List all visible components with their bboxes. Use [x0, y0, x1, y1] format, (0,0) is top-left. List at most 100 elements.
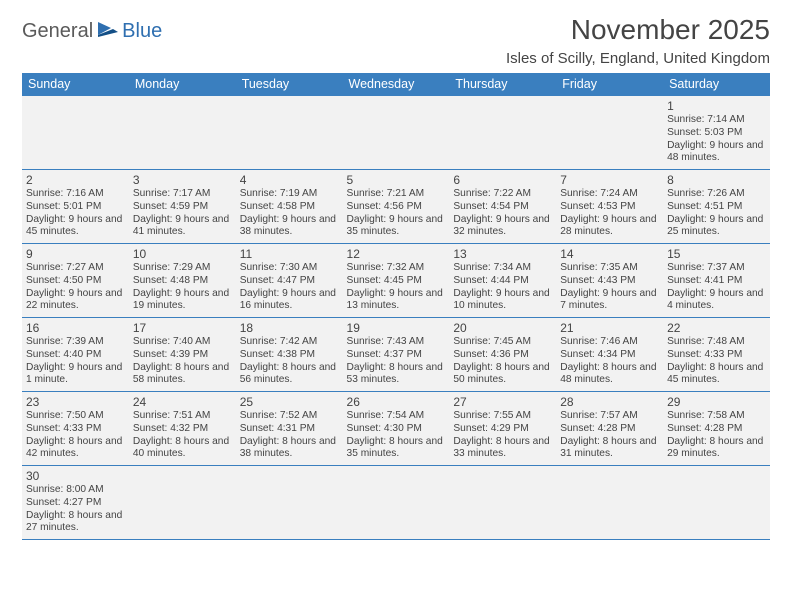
daylight-text: Daylight: 8 hours and 27 minutes. — [26, 510, 125, 536]
day-number: 19 — [347, 321, 446, 335]
day-info: Sunrise: 7:52 AMSunset: 4:31 PMDaylight:… — [240, 410, 339, 461]
day-number: 16 — [26, 321, 125, 335]
sunset-text: Sunset: 4:31 PM — [240, 423, 339, 436]
sunrise-text: Sunrise: 7:21 AM — [347, 188, 446, 201]
calendar-week-row: 2Sunrise: 7:16 AMSunset: 5:01 PMDaylight… — [22, 170, 770, 244]
day-number: 22 — [667, 321, 766, 335]
sunrise-text: Sunrise: 8:00 AM — [26, 484, 125, 497]
day-info: Sunrise: 7:55 AMSunset: 4:29 PMDaylight:… — [453, 410, 552, 461]
calendar-week-row: 16Sunrise: 7:39 AMSunset: 4:40 PMDayligh… — [22, 318, 770, 392]
day-number: 11 — [240, 247, 339, 261]
day-info: Sunrise: 7:58 AMSunset: 4:28 PMDaylight:… — [667, 410, 766, 461]
month-title: November 2025 — [506, 14, 770, 46]
calendar-day-cell: 29Sunrise: 7:58 AMSunset: 4:28 PMDayligh… — [663, 392, 770, 466]
daylight-text: Daylight: 9 hours and 28 minutes. — [560, 214, 659, 240]
sunrise-text: Sunrise: 7:14 AM — [667, 114, 766, 127]
title-block: November 2025 Isles of Scilly, England, … — [506, 14, 770, 67]
sunrise-text: Sunrise: 7:48 AM — [667, 336, 766, 349]
sunset-text: Sunset: 4:27 PM — [26, 497, 125, 510]
calendar-empty-cell — [343, 96, 450, 170]
calendar-day-cell: 6Sunrise: 7:22 AMSunset: 4:54 PMDaylight… — [449, 170, 556, 244]
daylight-text: Daylight: 8 hours and 42 minutes. — [26, 436, 125, 462]
day-number: 25 — [240, 395, 339, 409]
calendar-empty-cell — [236, 466, 343, 540]
sunrise-text: Sunrise: 7:22 AM — [453, 188, 552, 201]
day-number: 4 — [240, 173, 339, 187]
daylight-text: Daylight: 9 hours and 1 minute. — [26, 362, 125, 388]
day-number: 6 — [453, 173, 552, 187]
day-number: 2 — [26, 173, 125, 187]
calendar-day-cell: 13Sunrise: 7:34 AMSunset: 4:44 PMDayligh… — [449, 244, 556, 318]
day-info: Sunrise: 7:30 AMSunset: 4:47 PMDaylight:… — [240, 262, 339, 313]
day-number: 12 — [347, 247, 446, 261]
sunrise-text: Sunrise: 7:55 AM — [453, 410, 552, 423]
day-number: 8 — [667, 173, 766, 187]
day-number: 23 — [26, 395, 125, 409]
daylight-text: Daylight: 8 hours and 45 minutes. — [667, 362, 766, 388]
day-info: Sunrise: 7:26 AMSunset: 4:51 PMDaylight:… — [667, 188, 766, 239]
day-number: 26 — [347, 395, 446, 409]
calendar-day-cell: 30Sunrise: 8:00 AMSunset: 4:27 PMDayligh… — [22, 466, 129, 540]
logo-text-general: General — [22, 20, 93, 43]
calendar-empty-cell — [663, 466, 770, 540]
daylight-text: Daylight: 9 hours and 13 minutes. — [347, 288, 446, 314]
sunset-text: Sunset: 4:44 PM — [453, 275, 552, 288]
calendar-day-cell: 25Sunrise: 7:52 AMSunset: 4:31 PMDayligh… — [236, 392, 343, 466]
day-info: Sunrise: 7:48 AMSunset: 4:33 PMDaylight:… — [667, 336, 766, 387]
calendar-week-row: 30Sunrise: 8:00 AMSunset: 4:27 PMDayligh… — [22, 466, 770, 540]
calendar-day-cell: 23Sunrise: 7:50 AMSunset: 4:33 PMDayligh… — [22, 392, 129, 466]
day-info: Sunrise: 7:50 AMSunset: 4:33 PMDaylight:… — [26, 410, 125, 461]
flag-icon — [97, 20, 119, 43]
sunrise-text: Sunrise: 7:32 AM — [347, 262, 446, 275]
sunset-text: Sunset: 4:37 PM — [347, 349, 446, 362]
day-number: 13 — [453, 247, 552, 261]
day-number: 10 — [133, 247, 232, 261]
day-info: Sunrise: 7:54 AMSunset: 4:30 PMDaylight:… — [347, 410, 446, 461]
weekday-header: Monday — [129, 73, 236, 96]
sunrise-text: Sunrise: 7:54 AM — [347, 410, 446, 423]
day-info: Sunrise: 7:17 AMSunset: 4:59 PMDaylight:… — [133, 188, 232, 239]
calendar-empty-cell — [129, 466, 236, 540]
sunset-text: Sunset: 4:45 PM — [347, 275, 446, 288]
logo-text-blue: Blue — [122, 20, 162, 43]
sunset-text: Sunset: 4:56 PM — [347, 201, 446, 214]
day-info: Sunrise: 7:24 AMSunset: 4:53 PMDaylight:… — [560, 188, 659, 239]
sunset-text: Sunset: 4:43 PM — [560, 275, 659, 288]
day-number: 30 — [26, 469, 125, 483]
calendar-day-cell: 20Sunrise: 7:45 AMSunset: 4:36 PMDayligh… — [449, 318, 556, 392]
sunrise-text: Sunrise: 7:35 AM — [560, 262, 659, 275]
calendar-day-cell: 27Sunrise: 7:55 AMSunset: 4:29 PMDayligh… — [449, 392, 556, 466]
daylight-text: Daylight: 8 hours and 56 minutes. — [240, 362, 339, 388]
sunset-text: Sunset: 4:47 PM — [240, 275, 339, 288]
day-number: 1 — [667, 99, 766, 113]
sunset-text: Sunset: 4:41 PM — [667, 275, 766, 288]
daylight-text: Daylight: 9 hours and 19 minutes. — [133, 288, 232, 314]
sunrise-text: Sunrise: 7:26 AM — [667, 188, 766, 201]
sunset-text: Sunset: 4:36 PM — [453, 349, 552, 362]
sunrise-text: Sunrise: 7:57 AM — [560, 410, 659, 423]
calendar-empty-cell — [449, 466, 556, 540]
daylight-text: Daylight: 8 hours and 38 minutes. — [240, 436, 339, 462]
sunset-text: Sunset: 4:51 PM — [667, 201, 766, 214]
weekday-header: Sunday — [22, 73, 129, 96]
sunset-text: Sunset: 4:33 PM — [26, 423, 125, 436]
day-number: 5 — [347, 173, 446, 187]
day-number: 20 — [453, 321, 552, 335]
weekday-header: Thursday — [449, 73, 556, 96]
calendar-day-cell: 10Sunrise: 7:29 AMSunset: 4:48 PMDayligh… — [129, 244, 236, 318]
sunset-text: Sunset: 4:28 PM — [560, 423, 659, 436]
sunrise-text: Sunrise: 7:45 AM — [453, 336, 552, 349]
day-info: Sunrise: 7:39 AMSunset: 4:40 PMDaylight:… — [26, 336, 125, 387]
sunrise-text: Sunrise: 7:30 AM — [240, 262, 339, 275]
daylight-text: Daylight: 9 hours and 16 minutes. — [240, 288, 339, 314]
calendar-day-cell: 4Sunrise: 7:19 AMSunset: 4:58 PMDaylight… — [236, 170, 343, 244]
calendar-body: 1Sunrise: 7:14 AMSunset: 5:03 PMDaylight… — [22, 96, 770, 540]
calendar-day-cell: 9Sunrise: 7:27 AMSunset: 4:50 PMDaylight… — [22, 244, 129, 318]
sunset-text: Sunset: 4:40 PM — [26, 349, 125, 362]
calendar-day-cell: 19Sunrise: 7:43 AMSunset: 4:37 PMDayligh… — [343, 318, 450, 392]
sunrise-text: Sunrise: 7:19 AM — [240, 188, 339, 201]
sunset-text: Sunset: 4:53 PM — [560, 201, 659, 214]
day-number: 17 — [133, 321, 232, 335]
day-number: 9 — [26, 247, 125, 261]
daylight-text: Daylight: 8 hours and 53 minutes. — [347, 362, 446, 388]
